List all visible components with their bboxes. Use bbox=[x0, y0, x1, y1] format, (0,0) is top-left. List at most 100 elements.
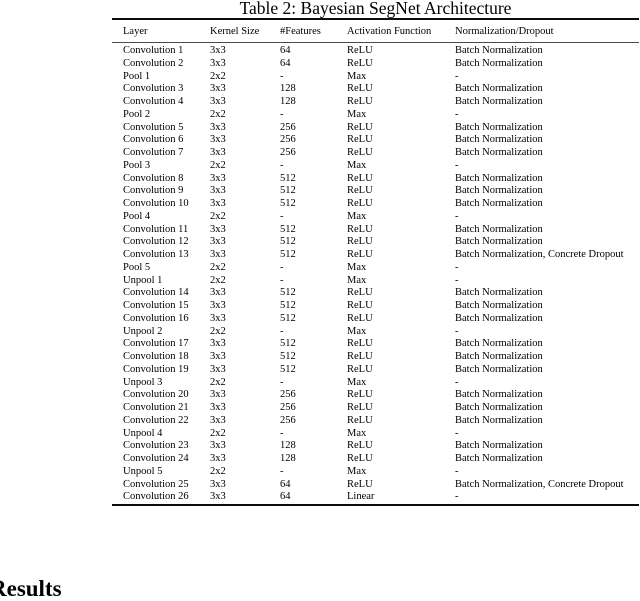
table-cell: 2x2 bbox=[210, 427, 226, 439]
table-cell: 3x3 bbox=[210, 402, 226, 413]
table-cell: 3x3 bbox=[210, 172, 226, 184]
table-row: Convolution 19 3x3 512 ReLU Batch Normalizat… bbox=[112, 364, 639, 377]
table-cell: 3x3 bbox=[210, 440, 226, 452]
table-cell: Convolution 25 bbox=[123, 478, 189, 490]
table-cell: Convolution 5 bbox=[123, 121, 184, 133]
table-cell: ReLU bbox=[347, 402, 373, 413]
table-cell: Max bbox=[347, 261, 367, 273]
table-cell: 256 bbox=[280, 121, 296, 133]
table-cell: - bbox=[455, 108, 459, 120]
column-header-layer: Layer bbox=[112, 19, 199, 43]
table-caption: Table 2: Bayesian SegNet Architecture bbox=[239, 0, 512, 18]
table-row: Convolution 26 3x3 64 Linear - bbox=[112, 491, 639, 505]
table-cell: 256 bbox=[280, 134, 296, 146]
table-cell: 512 bbox=[280, 223, 296, 235]
table-cell: Max bbox=[347, 159, 367, 171]
table-cell: Batch Normalization bbox=[455, 287, 543, 299]
table-row: Convolution 10 3x3 512 ReLU Batch Normalizat… bbox=[112, 198, 639, 211]
table-cell: 2x2 bbox=[210, 274, 226, 286]
table-cell: Convolution 12 bbox=[123, 236, 189, 248]
table-row: Convolution 16 3x3 512 ReLU Batch Normalizat… bbox=[112, 313, 639, 326]
table-cell: Batch Normalization bbox=[455, 96, 543, 107]
table-cell: ReLU bbox=[347, 45, 373, 56]
table-cell: ReLU bbox=[347, 453, 373, 464]
table-header-row: Layer Kernel Size #Features Activation F… bbox=[112, 19, 639, 43]
table-cell: Pool 5 bbox=[123, 261, 151, 273]
table-cell: Max bbox=[347, 325, 367, 337]
table-cell: Convolution 4 bbox=[123, 96, 184, 107]
table-cell: 3x3 bbox=[210, 198, 226, 209]
table-cell: 3x3 bbox=[210, 57, 226, 69]
table-cell: Unpool 4 bbox=[123, 427, 163, 439]
table-row: Unpool 4 2x2 - Max - bbox=[112, 428, 639, 441]
table-cell: Batch Normalization bbox=[455, 351, 543, 362]
table-cell: Convolution 19 bbox=[123, 363, 189, 375]
table-cell: Convolution 23 bbox=[123, 440, 189, 452]
table-cell: 64 bbox=[280, 45, 291, 56]
table-cell: 2x2 bbox=[210, 465, 226, 477]
table-cell: 64 bbox=[280, 491, 291, 503]
table-cell: - bbox=[280, 427, 284, 439]
table-cell: 3x3 bbox=[210, 414, 226, 426]
table-row: Convolution 11 3x3 512 ReLU Batch Normalizat… bbox=[112, 224, 639, 237]
table-cell: Batch Normalization, Concrete Dropout bbox=[455, 249, 624, 260]
table-cell: Unpool 3 bbox=[123, 376, 163, 388]
table-cell: 512 bbox=[280, 338, 296, 350]
table-row: Convolution 12 3x3 512 ReLU Batch Normalizat… bbox=[112, 236, 639, 249]
table-cell: - bbox=[280, 465, 284, 477]
column-header-activation-function: Activation Function bbox=[336, 19, 444, 43]
table-cell: - bbox=[455, 465, 459, 477]
table-row: Convolution 17 3x3 512 ReLU Batch Normalizat… bbox=[112, 338, 639, 351]
table-cell: Convolution 15 bbox=[123, 300, 189, 311]
table-cell: Batch Normalization bbox=[455, 453, 543, 464]
table-cell: 256 bbox=[280, 414, 296, 426]
table-cell: Convolution 9 bbox=[123, 185, 184, 197]
table-cell: ReLU bbox=[347, 121, 373, 133]
table-cell: 3x3 bbox=[210, 249, 226, 260]
table-cell: Convolution 21 bbox=[123, 402, 189, 413]
table-cell: 2x2 bbox=[210, 325, 226, 337]
table-row: Convolution 3 3x3 128 ReLU Batch Normalizati… bbox=[112, 83, 639, 96]
table-cell: 3x3 bbox=[210, 300, 226, 311]
table-cell: Convolution 17 bbox=[123, 338, 189, 350]
table-row: Unpool 2 2x2 - Max - bbox=[112, 326, 639, 339]
table-cell: 256 bbox=[280, 389, 296, 401]
table-cell: Convolution 3 bbox=[123, 83, 184, 95]
table-cell: 2x2 bbox=[210, 261, 226, 273]
table-cell: 128 bbox=[280, 453, 296, 464]
table-cell: Batch Normalization bbox=[455, 338, 543, 350]
table-cell: - bbox=[455, 427, 459, 439]
table-cell: - bbox=[455, 274, 459, 286]
table-row: Convolution 1 3x3 64 ReLU Batch Normalizatio… bbox=[112, 43, 639, 58]
table-cell: 64 bbox=[280, 478, 291, 490]
table-cell: ReLU bbox=[347, 363, 373, 375]
table-cell: Max bbox=[347, 108, 367, 120]
table-cell: Convolution 8 bbox=[123, 172, 184, 184]
table-row: Convolution 15 3x3 512 ReLU Batch Normalizat… bbox=[112, 300, 639, 313]
table-cell: Max bbox=[347, 210, 367, 222]
table-cell: 64 bbox=[280, 57, 291, 69]
table-cell: Batch Normalization bbox=[455, 440, 543, 452]
table-cell: 2x2 bbox=[210, 210, 226, 222]
table-row: Convolution 8 3x3 512 ReLU Batch Normalizati… bbox=[112, 173, 639, 186]
table-cell: 2x2 bbox=[210, 159, 226, 171]
table-cell: Batch Normalization bbox=[455, 185, 543, 197]
table-row: Pool 4 2x2 - Max - bbox=[112, 211, 639, 224]
table-cell: 3x3 bbox=[210, 83, 226, 95]
table-cell: ReLU bbox=[347, 312, 373, 324]
table-cell: - bbox=[280, 210, 284, 222]
table-cell: Pool 2 bbox=[123, 108, 151, 120]
table-cell: ReLU bbox=[347, 249, 373, 260]
table-cell: 3x3 bbox=[210, 96, 226, 107]
table-cell: 512 bbox=[280, 312, 296, 324]
table-cell: Max bbox=[347, 465, 367, 477]
table-cell: - bbox=[455, 210, 459, 222]
table-cell: Convolution 22 bbox=[123, 414, 189, 426]
table-cell: ReLU bbox=[347, 198, 373, 209]
table-cell: 3x3 bbox=[210, 312, 226, 324]
table-cell: - bbox=[280, 159, 284, 171]
table-cell: ReLU bbox=[347, 83, 373, 95]
table-cell: 3x3 bbox=[210, 121, 226, 133]
table-cell: 3x3 bbox=[210, 134, 226, 146]
table-cell: Max bbox=[347, 427, 367, 439]
